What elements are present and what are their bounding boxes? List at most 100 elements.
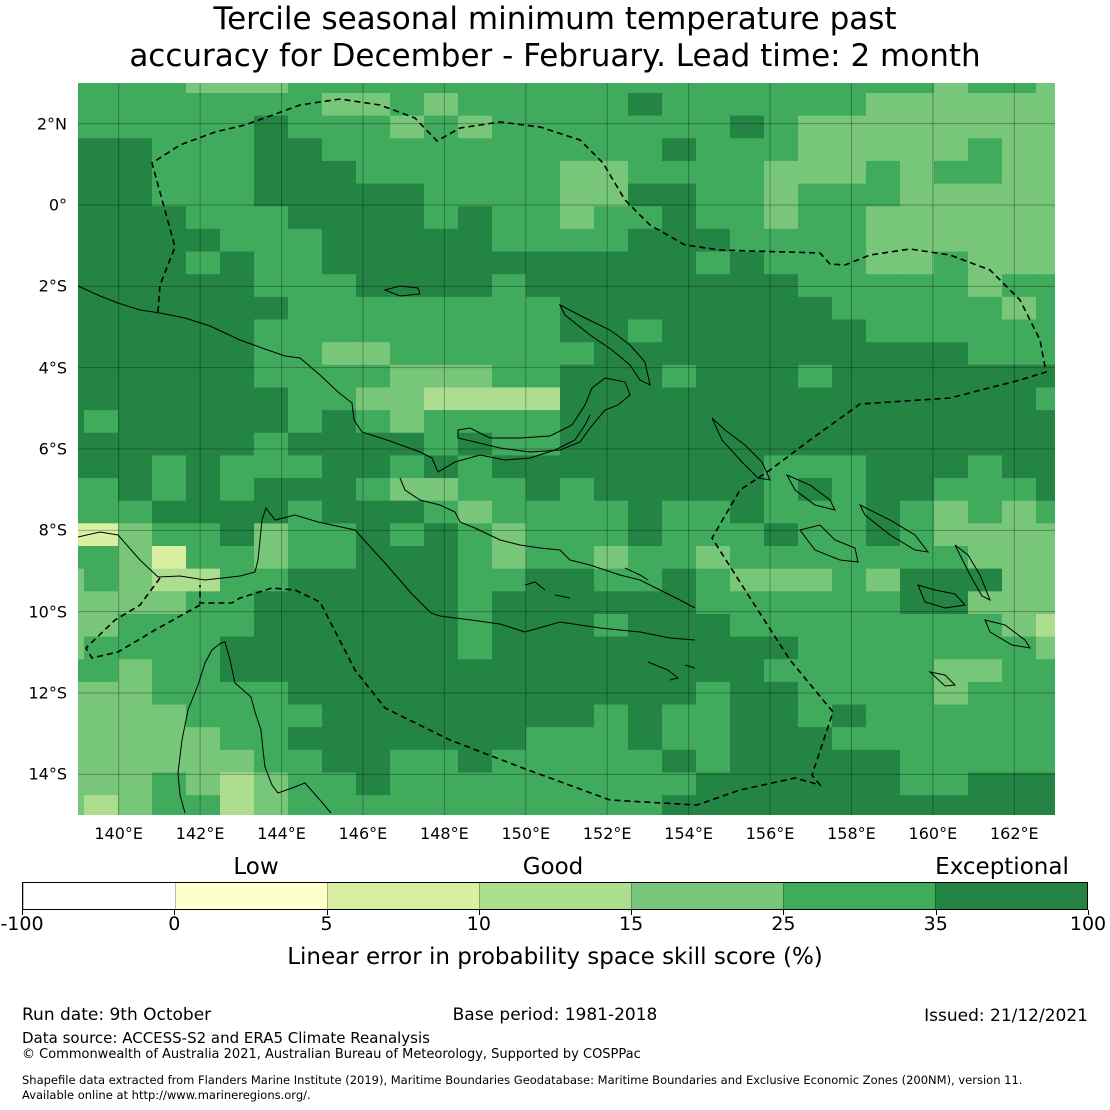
grid-cell bbox=[254, 704, 289, 728]
grid-cell bbox=[1002, 772, 1037, 796]
grid-cell bbox=[662, 500, 697, 524]
grid-cell bbox=[968, 455, 1003, 479]
grid-cell bbox=[458, 500, 493, 524]
grid-cell bbox=[78, 410, 85, 434]
grid-cell bbox=[968, 591, 1003, 615]
grid-cell bbox=[594, 364, 629, 388]
grid-cell bbox=[730, 206, 765, 230]
grid-cell bbox=[628, 613, 663, 638]
grid-cell bbox=[84, 568, 119, 592]
grid-cell bbox=[798, 749, 833, 773]
grid-cell bbox=[492, 93, 527, 117]
grid-cell bbox=[1036, 659, 1055, 683]
grid-cell bbox=[186, 500, 221, 524]
grid-cell bbox=[458, 160, 493, 185]
grid-cell bbox=[186, 410, 221, 434]
grid-cell bbox=[900, 546, 935, 570]
grid-cell bbox=[934, 681, 969, 706]
grid-cell bbox=[390, 591, 425, 615]
grid-cell bbox=[322, 274, 357, 298]
grid-cell bbox=[186, 138, 221, 162]
grid-cell bbox=[764, 500, 799, 524]
grid-cell bbox=[866, 432, 901, 456]
grid-cell bbox=[832, 83, 867, 94]
grid-cell bbox=[628, 160, 663, 185]
grid-cell bbox=[594, 160, 629, 185]
grid-cell bbox=[356, 83, 391, 94]
grid-cell bbox=[288, 410, 323, 434]
grid-cell bbox=[696, 727, 731, 751]
grid-cell bbox=[78, 251, 85, 275]
grid-cell bbox=[220, 749, 255, 773]
grid-cell bbox=[492, 795, 527, 815]
grid-cell bbox=[934, 772, 969, 796]
grid-cell bbox=[900, 251, 935, 275]
grid-cell bbox=[628, 115, 663, 139]
grid-cell bbox=[968, 206, 1003, 230]
grid-cell bbox=[78, 274, 85, 298]
grid-cell bbox=[152, 93, 187, 117]
grid-cell bbox=[84, 772, 119, 796]
grid-cell bbox=[764, 83, 799, 94]
grid-cell bbox=[526, 364, 561, 388]
grid-cell bbox=[832, 681, 867, 706]
grid-cell bbox=[628, 500, 663, 524]
grid-cell bbox=[220, 138, 255, 162]
grid-cell bbox=[1036, 364, 1055, 388]
grid-cell bbox=[84, 160, 119, 185]
grid-cell bbox=[78, 83, 85, 94]
grid-cell bbox=[730, 591, 765, 615]
grid-cell bbox=[322, 115, 357, 139]
grid-cell bbox=[186, 749, 221, 773]
grid-cell bbox=[798, 183, 833, 207]
grid-cell bbox=[424, 83, 459, 94]
grid-cell bbox=[84, 478, 119, 502]
grid-cell bbox=[220, 115, 255, 139]
grid-cell bbox=[900, 478, 935, 502]
grid-cell bbox=[730, 319, 765, 343]
grid-cell bbox=[832, 364, 867, 388]
grid-cell bbox=[764, 115, 799, 139]
grid-cell bbox=[798, 455, 833, 479]
grid-cell bbox=[1036, 432, 1055, 456]
grid-cell bbox=[1002, 455, 1037, 479]
grid-cell bbox=[458, 183, 493, 207]
grid-cell bbox=[254, 251, 289, 275]
grid-cell bbox=[526, 523, 561, 547]
grid-cell bbox=[968, 659, 1003, 683]
grid-cell bbox=[186, 296, 221, 320]
grid-cell bbox=[186, 342, 221, 366]
grid-cell bbox=[934, 364, 969, 388]
grid-cell bbox=[764, 568, 799, 592]
grid-cell bbox=[118, 546, 153, 570]
grid-cell bbox=[356, 523, 391, 547]
longitude-tick-label: 154°E bbox=[664, 824, 713, 843]
grid-cell bbox=[78, 342, 85, 366]
grid-cell bbox=[458, 432, 493, 456]
grid-cell bbox=[186, 546, 221, 570]
grid-cell bbox=[934, 183, 969, 207]
grid-cell bbox=[798, 432, 833, 456]
grid-cell bbox=[832, 93, 867, 117]
grid-cell bbox=[220, 183, 255, 207]
grid-cell bbox=[492, 206, 527, 230]
grid-cell bbox=[356, 364, 391, 388]
grid-cell bbox=[492, 523, 527, 547]
grid-cell bbox=[356, 228, 391, 253]
grid-cell bbox=[526, 183, 561, 207]
grid-cell bbox=[152, 183, 187, 207]
grid-cell bbox=[934, 138, 969, 162]
legend-category-good: Good bbox=[522, 854, 584, 880]
grid-cell bbox=[730, 500, 765, 524]
grid-cell bbox=[118, 364, 153, 388]
grid-cell bbox=[220, 296, 255, 320]
grid-cell bbox=[900, 160, 935, 185]
longitude-tick-label: 160°E bbox=[908, 824, 958, 843]
grid-cell bbox=[934, 749, 969, 773]
grid-cell bbox=[1002, 795, 1037, 815]
grid-cell bbox=[322, 319, 357, 343]
grid-cell bbox=[492, 364, 527, 388]
grid-cell bbox=[78, 364, 85, 388]
grid-cell bbox=[78, 659, 85, 683]
grid-cell bbox=[220, 478, 255, 502]
